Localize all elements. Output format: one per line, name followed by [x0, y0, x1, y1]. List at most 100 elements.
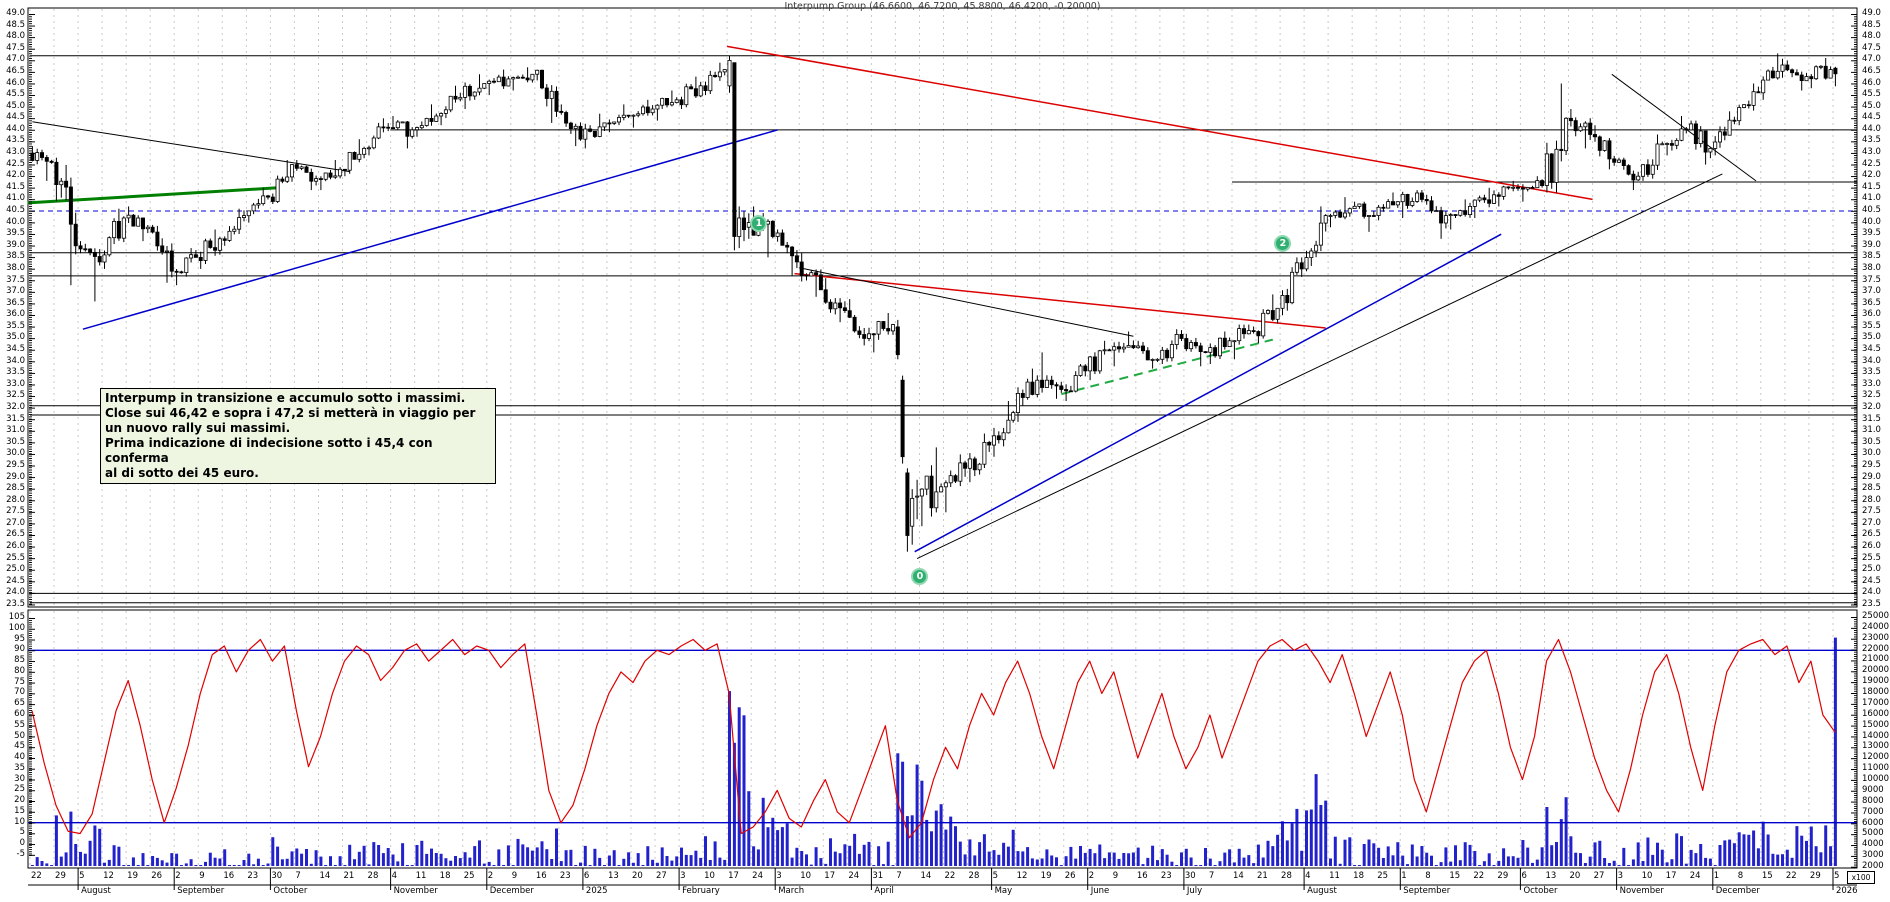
volume-bar: [905, 816, 909, 866]
week-label: 27: [656, 871, 667, 881]
price-label: 47.5: [1862, 42, 1881, 53]
candle: [1564, 117, 1569, 152]
week-label: 25: [463, 871, 475, 881]
week-label: 24: [848, 871, 860, 881]
candle: [1309, 250, 1314, 258]
volume-bar: [1180, 852, 1183, 866]
volume-bar: [809, 864, 813, 866]
volume-bar: [127, 865, 131, 866]
candle: [919, 488, 924, 497]
candle: [97, 256, 102, 263]
week-label: 17: [728, 871, 739, 881]
volume-bar: [689, 855, 693, 866]
volume-bar: [1050, 855, 1054, 866]
volume-bar: [353, 859, 356, 866]
price-label: 23.5: [1862, 599, 1881, 609]
volume-bar: [1425, 852, 1429, 866]
candle: [588, 128, 593, 132]
candle: [1626, 165, 1631, 175]
week-label: 23: [1160, 871, 1172, 881]
volume-bar: [348, 844, 352, 866]
wave-marker-0[interactable]: 0: [911, 568, 929, 586]
price-label: 33.5: [1862, 367, 1881, 378]
candle: [842, 307, 847, 311]
volume-bar: [1386, 846, 1390, 866]
volume-bar: [136, 865, 140, 866]
volume-bar: [141, 853, 145, 866]
volume-bar: [1636, 842, 1640, 866]
volume-bar: [1603, 858, 1607, 866]
volume-bar: [1098, 844, 1102, 866]
candle: [1424, 198, 1429, 202]
volume-bar: [1045, 849, 1049, 866]
volume-bar: [1588, 856, 1592, 866]
volume-bar: [295, 848, 299, 866]
candle: [1059, 385, 1064, 390]
candle: [891, 324, 896, 332]
candle: [1419, 192, 1424, 200]
candle: [626, 114, 631, 117]
candle: [924, 475, 929, 490]
volume-bar: [1131, 852, 1135, 866]
week-label: 15: [1449, 871, 1461, 881]
candle: [833, 302, 838, 310]
candle: [660, 98, 665, 106]
price-label: 34.5: [6, 344, 25, 355]
candle: [1718, 131, 1723, 143]
price-label: 35.0: [6, 332, 25, 343]
price-label: 41.0: [6, 193, 25, 204]
candle: [544, 87, 549, 99]
candle: [1001, 432, 1006, 441]
volume-bar: [598, 857, 602, 866]
volume-bar: [1232, 862, 1236, 866]
candle: [1246, 330, 1251, 335]
price-label: 28.0: [1862, 494, 1881, 505]
price-label: 43.5: [1862, 135, 1881, 146]
week-label: 27: [1593, 871, 1605, 881]
price-label: 39.0: [1862, 239, 1881, 250]
volume-bar: [795, 847, 799, 866]
price-label: 46.0: [1862, 77, 1881, 88]
volume-bar: [583, 845, 587, 866]
candle: [1766, 70, 1771, 81]
candle: [1746, 104, 1751, 107]
volume-bar: [122, 865, 126, 866]
volume-bar: [982, 834, 986, 866]
price-label: 43.0: [1862, 147, 1881, 158]
week-label: 28: [1281, 871, 1292, 881]
candle: [1727, 119, 1732, 136]
week-label: 10: [1641, 871, 1653, 881]
volume-bar: [343, 865, 347, 866]
candle: [169, 250, 174, 272]
candle: [203, 240, 208, 261]
volume-bar: [1333, 836, 1337, 866]
annotation-box[interactable]: Interpump in transizione e accumulo sott…: [100, 388, 496, 484]
wave-marker-2[interactable]: 2: [1274, 235, 1292, 253]
candle: [900, 379, 905, 458]
week-label: 10: [800, 871, 812, 881]
volume-bar: [497, 849, 501, 866]
wave-marker-1[interactable]: 1: [750, 214, 768, 232]
volume-bar: [1694, 853, 1698, 866]
candle: [530, 73, 535, 81]
volume-bar: [401, 843, 405, 866]
candle: [939, 486, 944, 493]
volume-bar: [1391, 855, 1395, 866]
oscillator-label: 50: [14, 730, 25, 741]
candle: [636, 113, 641, 116]
candle: [1492, 194, 1497, 204]
week-label: 6: [583, 871, 590, 881]
volume-bar: [1790, 857, 1794, 866]
volume-bar: [1752, 830, 1756, 866]
candle: [1593, 134, 1598, 138]
candle: [1708, 147, 1713, 153]
month-label: November: [393, 886, 438, 896]
candle: [68, 186, 73, 225]
month-label: 2025: [585, 886, 608, 896]
volume-bar: [74, 844, 78, 866]
price-label: 28.5: [1862, 483, 1881, 494]
candle: [1501, 186, 1506, 197]
volume-bar: [752, 846, 756, 866]
